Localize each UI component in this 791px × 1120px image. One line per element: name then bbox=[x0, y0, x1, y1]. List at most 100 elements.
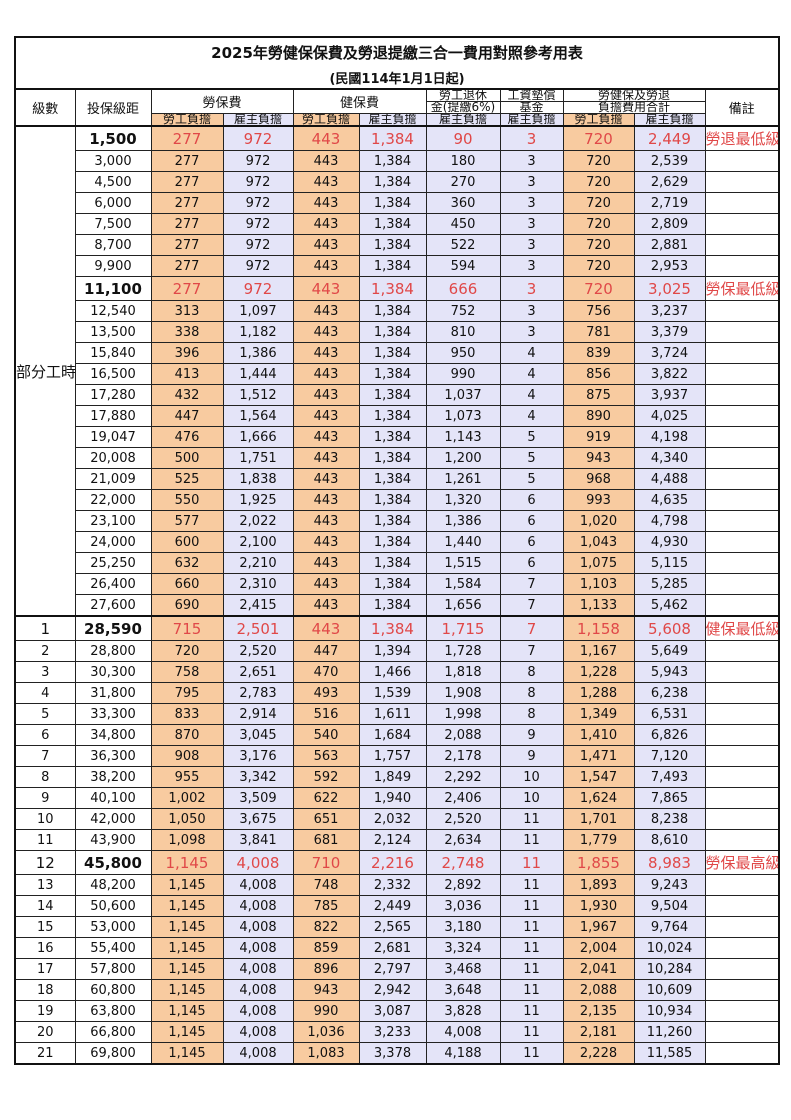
value-cell: 2,004 bbox=[562, 937, 635, 959]
value-cell: 3,509 bbox=[222, 787, 294, 809]
note-cell bbox=[704, 916, 780, 938]
table-row: 15 53,000 1,145 4,008 822 2,565 3,180 11 1,967 9,… bbox=[14, 916, 780, 938]
value-cell: 2,681 bbox=[358, 937, 427, 959]
value-cell: 2,634 bbox=[425, 829, 501, 851]
salary-cell: 25,250 bbox=[74, 552, 152, 574]
table-row: 9 40,100 1,002 3,509 622 1,940 2,406 10 1,624 7,8… bbox=[14, 787, 780, 809]
value-cell: 11,585 bbox=[633, 1042, 706, 1065]
note-cell bbox=[704, 234, 780, 256]
salary-cell: 4,500 bbox=[74, 171, 152, 193]
value-cell: 4,008 bbox=[222, 895, 294, 917]
value-cell: 1,779 bbox=[562, 829, 635, 851]
value-cell: 1,684 bbox=[358, 724, 427, 746]
value-cell: 11 bbox=[499, 829, 564, 851]
table-row: 14 50,600 1,145 4,008 785 2,449 3,036 11 1,930 9,… bbox=[14, 895, 780, 917]
value-cell: 896 bbox=[292, 958, 360, 980]
value-cell: 277 bbox=[150, 255, 224, 277]
grade-cell: 18 bbox=[14, 979, 76, 1001]
value-cell: 1,940 bbox=[358, 787, 427, 809]
value-cell: 859 bbox=[292, 937, 360, 959]
value-cell: 870 bbox=[150, 724, 224, 746]
value-cell: 2,088 bbox=[425, 724, 501, 746]
value-cell: 443 bbox=[292, 125, 360, 151]
salary-cell: 12,540 bbox=[74, 300, 152, 322]
value-cell: 2,953 bbox=[633, 255, 706, 277]
value-cell: 1,384 bbox=[358, 125, 427, 151]
table-row: 5 33,300 833 2,914 516 1,611 1,998 8 1,349 6,531 bbox=[14, 703, 780, 725]
value-cell: 443 bbox=[292, 363, 360, 385]
value-cell: 1,384 bbox=[358, 300, 427, 322]
value-cell: 972 bbox=[222, 150, 294, 172]
value-cell: 1,384 bbox=[358, 276, 427, 301]
value-cell: 3,841 bbox=[222, 829, 294, 851]
note-cell bbox=[704, 682, 780, 704]
salary-cell: 3,000 bbox=[74, 150, 152, 172]
value-cell: 1,384 bbox=[358, 150, 427, 172]
value-cell: 990 bbox=[425, 363, 501, 385]
header-pension: 勞工退休 bbox=[425, 88, 501, 102]
note-cell bbox=[704, 745, 780, 767]
value-cell: 1,384 bbox=[358, 171, 427, 193]
note-cell bbox=[704, 489, 780, 511]
value-cell: 1,564 bbox=[222, 405, 294, 427]
table-row: 17,880 447 1,564 443 1,384 1,073 4 890 4,025 bbox=[15, 405, 780, 427]
value-cell: 720 bbox=[562, 276, 635, 301]
value-cell: 681 bbox=[292, 829, 360, 851]
value-cell: 720 bbox=[562, 171, 635, 193]
value-cell: 443 bbox=[292, 192, 360, 214]
value-cell: 632 bbox=[150, 552, 224, 574]
value-cell: 6 bbox=[499, 510, 564, 532]
value-cell: 1,410 bbox=[562, 724, 635, 746]
table-row: 18 60,800 1,145 4,008 943 2,942 3,648 11 2,088 10… bbox=[14, 979, 780, 1001]
note-cell bbox=[704, 468, 780, 490]
note-cell bbox=[704, 661, 780, 683]
value-cell: 651 bbox=[292, 808, 360, 830]
value-cell: 6,238 bbox=[633, 682, 706, 704]
header-employer: 雇主負擔 bbox=[358, 113, 427, 127]
grade-cell: 2 bbox=[14, 640, 76, 662]
value-cell: 1,838 bbox=[222, 468, 294, 490]
value-cell: 690 bbox=[150, 594, 224, 617]
value-cell: 2,501 bbox=[222, 615, 294, 641]
value-cell: 4,008 bbox=[222, 958, 294, 980]
value-cell: 443 bbox=[292, 594, 360, 617]
value-cell: 748 bbox=[292, 874, 360, 896]
value-cell: 3,342 bbox=[222, 766, 294, 788]
value-cell: 1,757 bbox=[358, 745, 427, 767]
value-cell: 2,748 bbox=[425, 850, 501, 875]
value-cell: 1,320 bbox=[425, 489, 501, 511]
value-cell: 522 bbox=[425, 234, 501, 256]
salary-cell: 26,400 bbox=[74, 573, 152, 595]
value-cell: 3,822 bbox=[633, 363, 706, 385]
salary-cell: 1,500 bbox=[74, 125, 152, 151]
note-cell bbox=[704, 447, 780, 469]
value-cell: 1,384 bbox=[358, 594, 427, 617]
salary-cell: 20,008 bbox=[74, 447, 152, 469]
note-cell bbox=[704, 321, 780, 343]
value-cell: 3,468 bbox=[425, 958, 501, 980]
grade-cell: 21 bbox=[14, 1042, 76, 1065]
value-cell: 950 bbox=[425, 342, 501, 364]
table-row: 17 57,800 1,145 4,008 896 2,797 3,468 11 2,041 10… bbox=[14, 958, 780, 980]
value-cell: 1,466 bbox=[358, 661, 427, 683]
value-cell: 443 bbox=[292, 213, 360, 235]
value-cell: 2,914 bbox=[222, 703, 294, 725]
salary-cell: 6,000 bbox=[74, 192, 152, 214]
value-cell: 11,260 bbox=[633, 1021, 706, 1043]
note-cell bbox=[704, 937, 780, 959]
table-row: 4,500 277 972 443 1,384 270 3 720 2,629 bbox=[15, 171, 780, 193]
table-row: 8 38,200 955 3,342 592 1,849 2,292 10 1,547 7,493 bbox=[14, 766, 780, 788]
value-cell: 943 bbox=[292, 979, 360, 1001]
value-cell: 1,145 bbox=[150, 958, 224, 980]
salary-cell: 17,280 bbox=[74, 384, 152, 406]
value-cell: 972 bbox=[222, 213, 294, 235]
table-row: 7,500 277 972 443 1,384 450 3 720 2,809 bbox=[15, 213, 780, 235]
value-cell: 1,200 bbox=[425, 447, 501, 469]
note-cell bbox=[704, 552, 780, 574]
grade-cell: 7 bbox=[14, 745, 76, 767]
header-employer: 雇主負擔 bbox=[499, 113, 564, 127]
table-row: 19,047 476 1,666 443 1,384 1,143 5 919 4,198 bbox=[15, 426, 780, 448]
value-cell: 11 bbox=[499, 808, 564, 830]
salary-cell: 17,880 bbox=[74, 405, 152, 427]
note-cell bbox=[704, 808, 780, 830]
